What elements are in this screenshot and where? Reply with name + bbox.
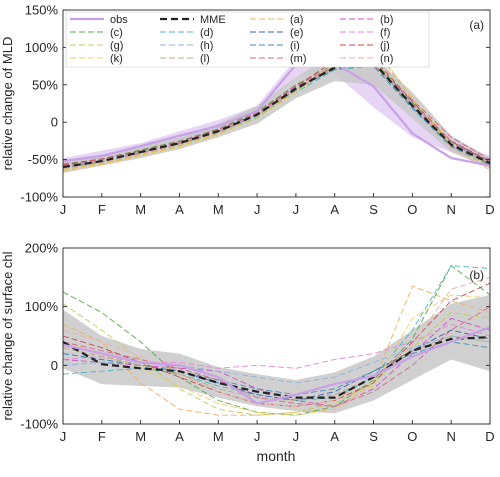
series-line-k [62,294,491,416]
legend-label-l: (l) [200,53,210,65]
x-tick-label: J [254,429,261,444]
legend-label-obs: obs [110,14,128,26]
y-tick-label: 50% [32,77,58,92]
x-tick-label: S [369,429,378,444]
x-tick-label: N [446,429,455,444]
series-line-n [62,276,491,407]
y-tick-label: 200% [25,241,59,256]
y-ticks-a: -100% -50% 0 50% 100% 150% [20,3,490,205]
x-tick-label: J [60,429,67,444]
bands-b [63,294,490,414]
series-line-m [62,306,491,407]
x-tick-label: F [98,429,106,444]
lines-b [62,264,491,416]
y-tick-label: 0 [51,115,58,130]
legend-label-d: (d) [200,27,213,39]
legend-label-c: (c) [110,27,123,39]
y-tick-label: 150% [25,3,59,18]
legend-label-n: (n) [380,53,393,65]
series-line-i [62,341,491,396]
series-line-k [62,48,491,172]
y-tick-label: 100% [25,299,59,314]
y-axis-label-b: relative change of surface chl [0,251,15,420]
x-tick-label: N [446,202,455,217]
x-tick-label: M [213,202,224,217]
legend-label-f: (f) [380,27,390,39]
x-tick-label: A [175,202,184,217]
y-tick-label: 0 [51,358,58,373]
legend-label-k: (k) [110,53,123,65]
panel-label-b: (b) [469,268,484,282]
x-tick-label: D [485,202,494,217]
x-tick-label: A [175,429,184,444]
x-tick-label: J [293,429,300,444]
x-tick-label: J [254,202,261,217]
axes-box-a [62,9,491,198]
series-line-e [62,329,491,401]
x-tick-label: F [98,202,106,217]
x-tick-label: M [135,202,146,217]
axes-box-b [62,247,491,425]
x-tick-label: A [330,202,339,217]
series-line-g [62,46,491,170]
series-line-f [62,323,491,369]
panel-b: -100% 0 100% 200% J F M A M J J A S O N D relative cha… [0,241,495,445]
x-tick-label: J [293,202,300,217]
legend-label-b: (b) [380,14,393,26]
x-tick-label: A [330,429,339,444]
x-tick-label: M [213,429,224,444]
y-tick-label: 100% [25,40,59,55]
series-line-c [62,264,491,416]
y-ticks-b: -100% 0 100% 200% [20,241,490,432]
series-line-mme [62,336,491,399]
legend-label-e: (e) [290,27,303,39]
series-line-mme [62,61,491,169]
legend-label-mme: MME [200,14,226,26]
y-tick-label: -100% [20,417,58,432]
x-tick-label: D [485,429,494,444]
series-line-obs [62,61,491,167]
y-axis-label-a: relative change of MLD [0,37,15,171]
band-mme [63,294,490,414]
series-line-m [62,64,491,167]
y-tick-label: -50% [28,152,59,167]
x-tick-label: O [407,202,417,217]
series-line-c [62,60,491,165]
x-tick-label: J [60,202,67,217]
legend-label-i: (i) [290,40,300,52]
legend-label-g: (g) [110,40,123,52]
x-tick-label: M [135,429,146,444]
panel-label-a: (a) [469,18,484,32]
x-tick-label: O [407,429,417,444]
legend: obs MME (a) (b) (c) (d) (e) (f) (g) (h) (i) (j) (k) (… [65,11,430,68]
legend-label-a: (a) [290,14,303,26]
legend-label-h: (h) [200,40,213,52]
legend-label-m: (m) [290,53,307,65]
series-line-h [62,335,491,384]
panel-a: -100% -50% 0 50% 100% 150% J F M A M J J A S O N D relat… [0,3,495,218]
legend-label-j: (j) [380,40,390,52]
y-tick-label: -100% [20,190,58,205]
x-axis-label: month [257,448,296,464]
lines-a [62,45,491,172]
x-tick-label: S [369,202,378,217]
series-line-obs [62,326,491,405]
